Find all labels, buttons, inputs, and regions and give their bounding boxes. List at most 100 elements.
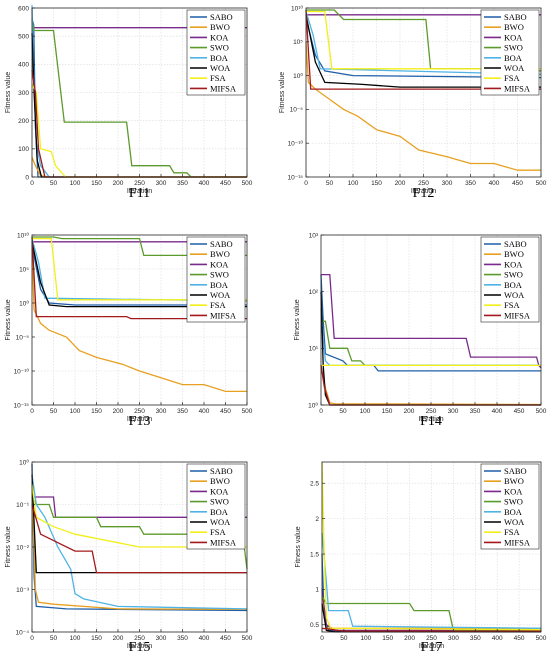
x-tick-label: 50 <box>50 635 58 642</box>
x-tick-label: 300 <box>156 635 167 642</box>
legend-label-fsa: FSA <box>504 300 520 310</box>
legend-box <box>186 463 246 550</box>
x-tick-label: 50 <box>339 408 347 415</box>
x-tick-label: 150 <box>382 408 393 415</box>
legend-box <box>186 236 246 323</box>
legend-label-woa: WOA <box>504 517 525 527</box>
series-line-boa <box>305 11 542 76</box>
x-axis-label: Iteration <box>419 643 444 650</box>
legend-label-fsa: FSA <box>504 73 520 83</box>
x-tick-label: 50 <box>50 180 58 187</box>
series-line-fsa <box>306 10 541 70</box>
legend-label-swo: SWO <box>504 497 523 507</box>
x-tick-label: 100 <box>70 408 81 415</box>
legend-label-woa: WOA <box>504 290 525 300</box>
y-tick-label: 0 <box>25 174 29 181</box>
x-tick-label: 350 <box>470 408 481 415</box>
series-line-boa <box>321 532 542 629</box>
x-tick-label: 100 <box>70 180 81 187</box>
legend-label-boa: BOA <box>210 280 229 290</box>
chart-panel-f12: 0 50 100 150 200 250 300 350 400 450 500 10⁻¹⁵ 10⁻¹⁰… <box>279 4 547 195</box>
legend-label-boa: BOA <box>504 507 523 517</box>
x-tick-label: 250 <box>426 408 437 415</box>
legend-label-woa: WOA <box>504 63 525 73</box>
y-tick-label: 300 <box>18 90 29 97</box>
y-tick-label: 10⁰ <box>293 72 303 80</box>
x-tick-label: 150 <box>91 408 102 415</box>
legend-label-fsa: FSA <box>210 300 226 310</box>
y-tick-label: 100 <box>18 146 29 153</box>
series-line-fsa <box>32 237 247 301</box>
y-tick-label: 10³ <box>309 232 319 239</box>
legend-label-sabo: SABO <box>210 466 233 476</box>
legend-label-sabo: SABO <box>504 239 527 249</box>
x-tick-label: 200 <box>113 635 124 642</box>
legend-box <box>480 463 540 550</box>
y-tick-label: 10⁻³ <box>16 587 30 594</box>
x-tick-label: 0 <box>320 635 324 642</box>
legend-label-mifsa: MIFSA <box>210 310 237 320</box>
x-tick-label: 350 <box>465 180 476 187</box>
y-tick-label: 1.5 <box>310 551 319 558</box>
legend-box <box>480 9 540 96</box>
x-axis-label: Iteration <box>127 188 152 195</box>
y-tick-label: 10⁻¹⁰ <box>288 140 304 148</box>
series-line-fsa <box>31 484 247 548</box>
series-line-woa <box>305 14 541 88</box>
x-tick-label: 0 <box>30 635 34 642</box>
x-tick-label: 0 <box>319 408 323 415</box>
y-tick-label: 200 <box>18 118 29 125</box>
x-tick-label: 150 <box>91 635 102 642</box>
series-line-koa <box>321 273 542 369</box>
x-tick-label: 300 <box>442 180 453 187</box>
x-tick-label: 0 <box>304 180 308 187</box>
y-tick-label: 600 <box>18 5 29 12</box>
x-tick-label: 250 <box>134 635 145 642</box>
x-tick-label: 250 <box>426 635 437 642</box>
series-line-fsa <box>321 461 542 631</box>
legend-label-swo: SWO <box>210 497 229 507</box>
x-tick-label: 50 <box>50 408 58 415</box>
x-tick-label: 500 <box>242 180 253 187</box>
legend-label-boa: BOA <box>504 280 523 290</box>
series-line-mifsa <box>305 9 541 90</box>
y-tick-label: 10² <box>309 289 319 296</box>
legend-label-swo: SWO <box>504 43 523 53</box>
series-line-mifsa <box>321 627 541 632</box>
series-line-swo <box>31 19 247 178</box>
legend-label-bwo: BWO <box>504 249 524 259</box>
x-tick-label: 350 <box>177 408 188 415</box>
y-tick-label: 10⁻⁴ <box>16 629 30 636</box>
series-line-mifsa <box>31 236 247 320</box>
x-axis-label: Iteration <box>127 416 152 423</box>
panel-caption: F17 <box>420 640 443 655</box>
chart-panel-f14: 0 50 100 150 200 250 300 350 400 450 500 10⁰ 10¹ 10² 1… <box>294 232 547 423</box>
x-tick-label: 350 <box>470 635 481 642</box>
x-tick-label: 100 <box>360 408 371 415</box>
panel-caption: F15 <box>128 640 151 655</box>
x-tick-label: 300 <box>448 635 459 642</box>
series-line-boa <box>31 474 248 610</box>
legend-label-swo: SWO <box>210 43 229 53</box>
panel-caption: F14 <box>420 414 442 429</box>
y-axis-label: Fitness value <box>5 299 12 340</box>
series-line-swo <box>32 236 247 257</box>
x-tick-label: 450 <box>220 408 231 415</box>
x-tick-label: 400 <box>489 180 500 187</box>
panel-caption: F13 <box>128 414 151 429</box>
y-tick-label: 10¹⁰ <box>17 231 29 239</box>
x-tick-label: 500 <box>242 408 253 415</box>
x-tick-label: 400 <box>492 635 503 642</box>
legend-label-mifsa: MIFSA <box>504 310 531 320</box>
y-tick-label: 10⁻¹⁰ <box>14 367 30 375</box>
y-axis-label: Fitness value <box>5 72 12 113</box>
x-tick-label: 100 <box>348 180 359 187</box>
x-tick-label: 50 <box>326 180 334 187</box>
x-tick-label: 300 <box>156 408 167 415</box>
